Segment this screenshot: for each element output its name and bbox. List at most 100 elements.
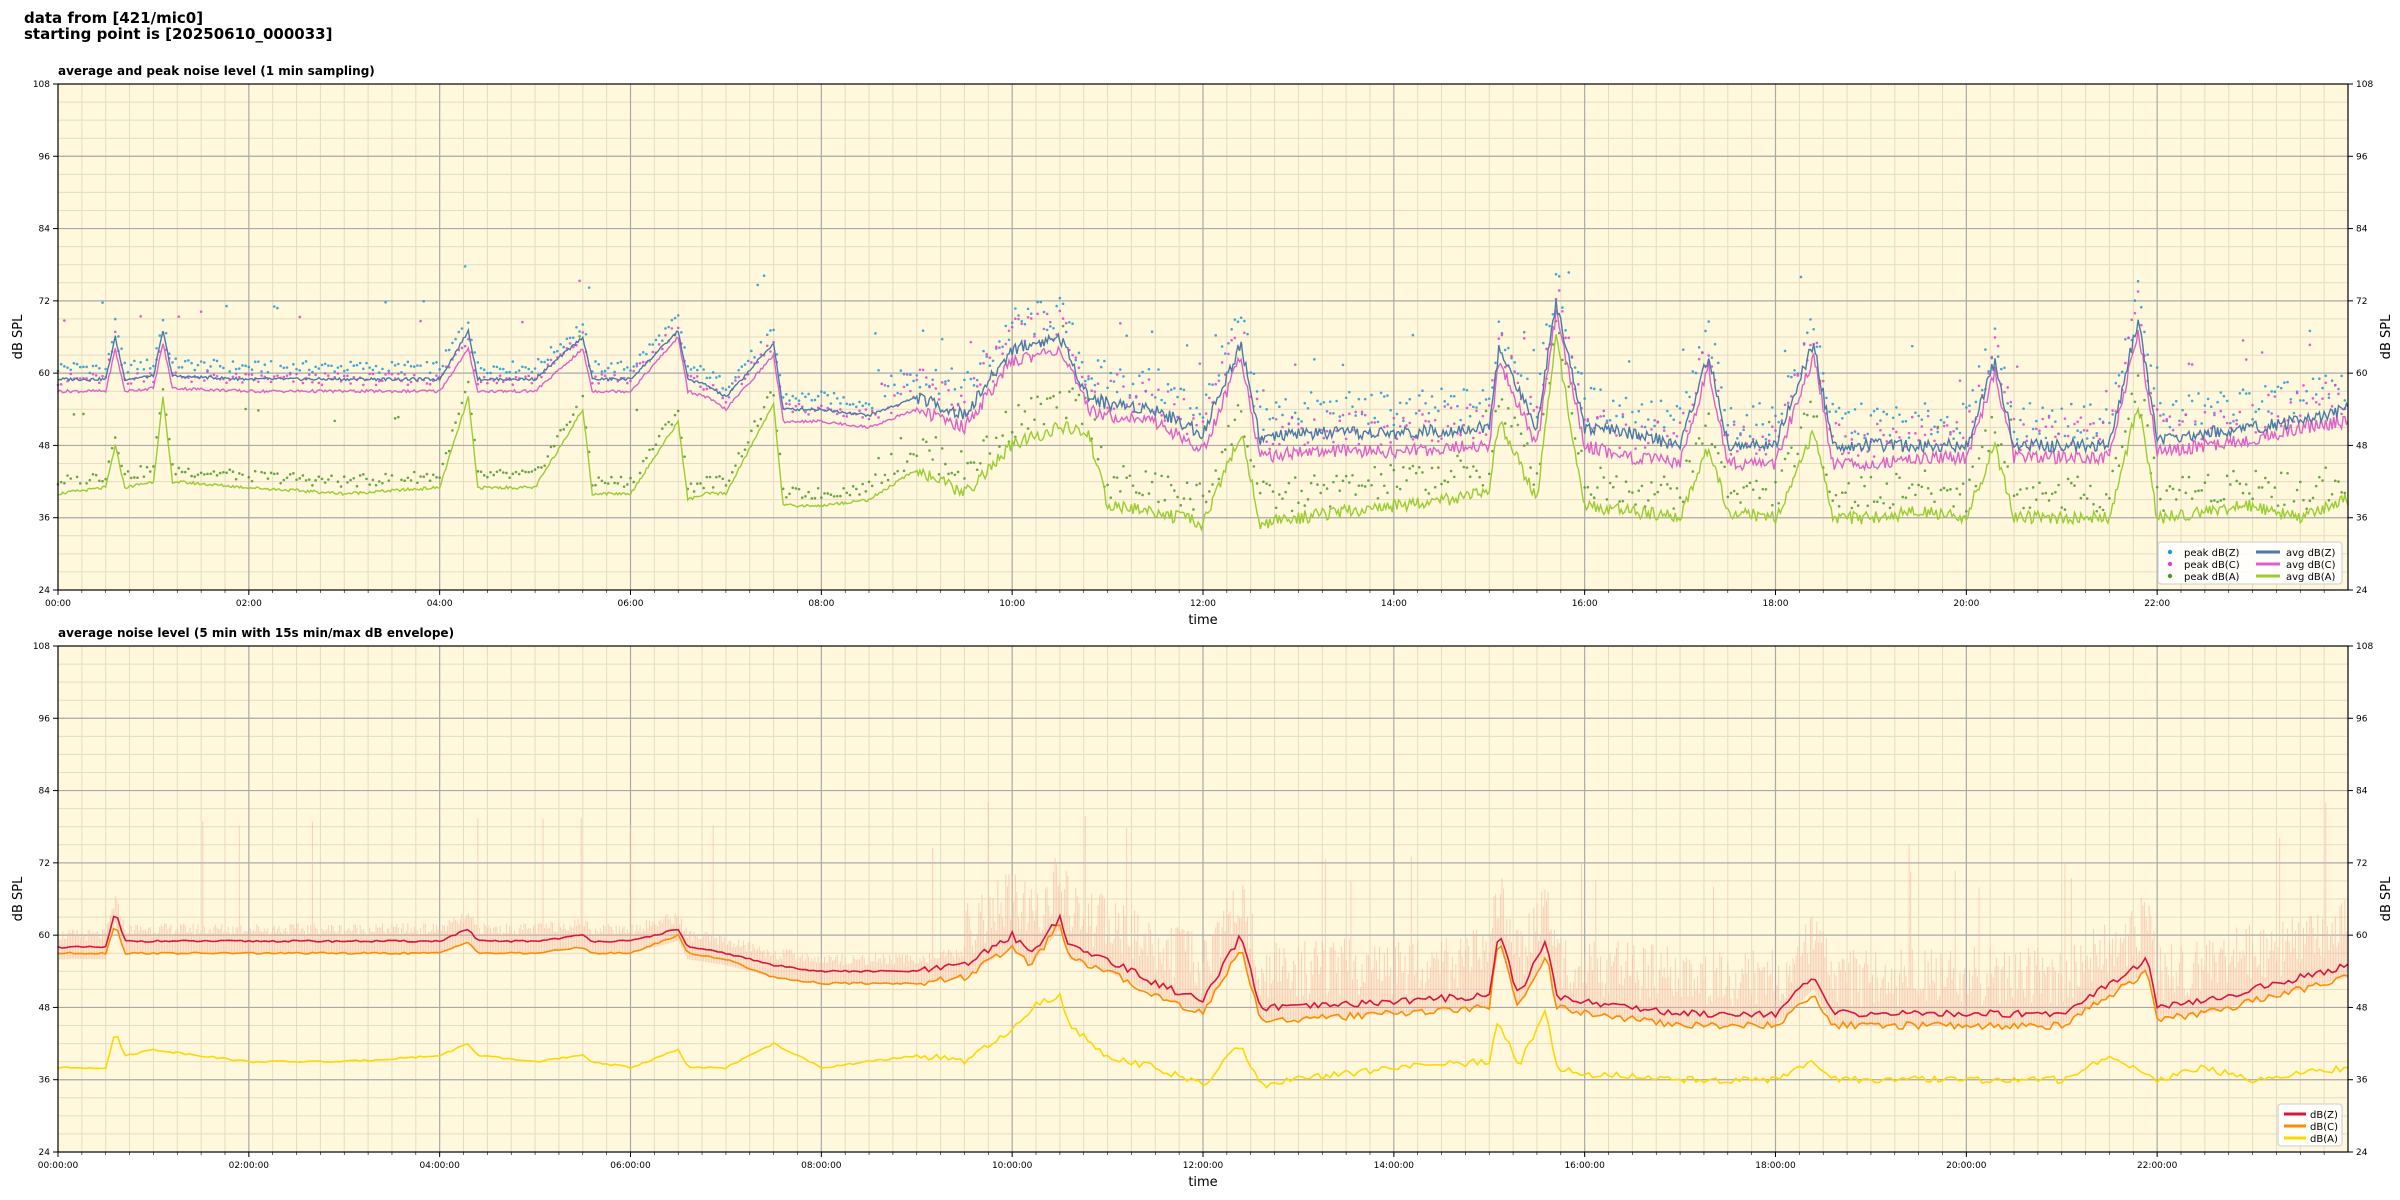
peak-point: [667, 420, 670, 424]
peak-point: [1980, 445, 1984, 449]
peak-point: [1274, 417, 1278, 421]
peak-point: [521, 365, 524, 369]
peak-point: [1475, 406, 1478, 409]
peak-point: [1666, 483, 1669, 486]
peak-point: [234, 477, 238, 481]
peak-point: [664, 327, 667, 330]
peak-point: [2219, 499, 2223, 502]
peak-point: [1074, 358, 1078, 362]
peak-point: [155, 436, 158, 439]
peak-point: [552, 350, 556, 354]
peak-point: [1437, 439, 1440, 443]
peak-point: [368, 483, 371, 486]
peak-point: [190, 361, 193, 365]
peak-point: [406, 360, 410, 364]
peak-point: [654, 338, 658, 342]
peak-point: [1335, 474, 1338, 478]
peak-point: [727, 479, 731, 482]
peak-point: [594, 360, 597, 363]
peak-point: [2117, 385, 2121, 388]
peak-point: [1507, 346, 1510, 350]
peak-point: [2130, 392, 2134, 396]
peak-point: [2311, 496, 2315, 500]
peak-point: [1669, 414, 1672, 417]
peak-point: [1233, 318, 1237, 321]
peak-point: [1930, 432, 1933, 436]
peak-point: [855, 487, 858, 491]
peak-point: [1446, 480, 1450, 484]
peak-point: [1570, 355, 1574, 358]
peak-point: [2143, 330, 2146, 334]
peak-point: [899, 392, 903, 396]
peak-point: [314, 365, 317, 369]
peak-point: [1192, 508, 1195, 511]
peak-point: [530, 370, 534, 374]
peak-point: [244, 372, 247, 376]
peak-point: [1472, 405, 1475, 409]
peak-point: [963, 477, 966, 480]
peak-point: [2302, 399, 2305, 402]
peak-point: [514, 470, 518, 474]
peak-point: [2060, 506, 2064, 509]
peak-point: [1360, 484, 1364, 487]
peak-point: [2152, 456, 2156, 460]
peak-point: [2330, 379, 2334, 382]
peak-point: [2063, 417, 2067, 420]
peak-point: [1710, 442, 1714, 446]
peak-point: [1570, 412, 1574, 415]
peak-point: [2209, 499, 2213, 503]
peak-point: [2270, 495, 2273, 499]
peak-point: [2333, 383, 2337, 387]
peak-point: [225, 471, 228, 474]
peak-point: [1882, 433, 1885, 437]
peak-point: [155, 346, 158, 350]
peak-point: [1891, 416, 1895, 420]
peak-point: [107, 460, 111, 463]
peak-point: [126, 382, 130, 385]
peak-point: [1615, 475, 1618, 478]
peak-point: [425, 472, 429, 476]
peak-point: [2066, 477, 2070, 481]
peak-point: [1672, 418, 1676, 422]
peak-point: [1274, 506, 1278, 510]
peak-point: [317, 475, 321, 479]
peak-point: [212, 470, 216, 473]
peak-point: [870, 484, 874, 488]
y-tick-label-right: 48: [2356, 441, 2368, 451]
peak-point: [196, 363, 200, 367]
peak-point: [883, 383, 887, 387]
peak-point: [2327, 499, 2331, 502]
peak-point: [2225, 474, 2229, 478]
peak-point: [422, 475, 426, 478]
peak-point: [2152, 404, 2156, 408]
peak-point: [444, 349, 448, 352]
peak-point: [1122, 464, 1125, 468]
peak-point: [1592, 496, 1596, 499]
peak-point: [2229, 426, 2232, 430]
peak-point: [661, 339, 664, 343]
peak-point: [215, 374, 219, 378]
peak-point: [823, 391, 826, 394]
y-tick-label: 24: [39, 1148, 51, 1158]
peak-point: [1182, 397, 1186, 401]
peak-point: [1249, 458, 1253, 462]
peak-point: [282, 366, 286, 370]
peak-point: [1338, 489, 1342, 493]
peak-point: [85, 481, 88, 485]
peak-point: [724, 388, 728, 391]
peak-point: [1268, 417, 1272, 421]
peak-point: [301, 361, 305, 365]
peak-point: [1666, 434, 1669, 438]
peak-point: [2149, 391, 2153, 395]
peak-point: [2241, 388, 2245, 392]
peak-point: [1599, 415, 1602, 418]
peak-point: [800, 496, 804, 499]
peak-point: [1227, 341, 1230, 345]
peak-point: [2270, 390, 2273, 393]
peak-point: [1529, 402, 1532, 406]
peak-point: [1653, 493, 1656, 496]
peak-point: [482, 375, 486, 379]
peak-point: [63, 319, 66, 322]
peak-point: [2251, 418, 2254, 421]
peak-point: [231, 360, 235, 363]
